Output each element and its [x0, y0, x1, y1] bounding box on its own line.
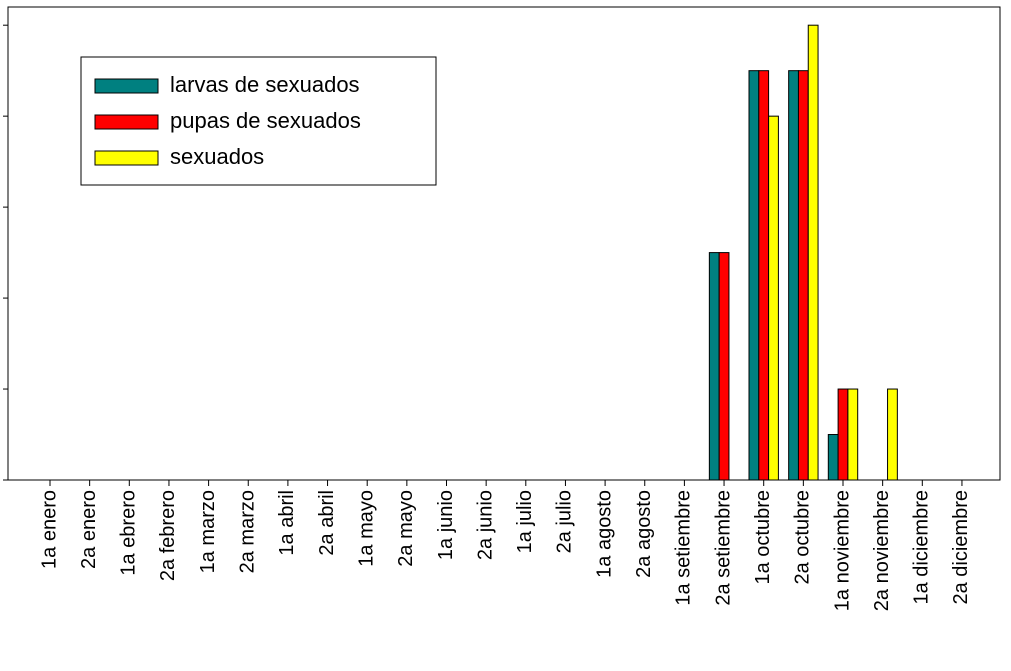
bar: [768, 115, 779, 481]
x-tick-label: 2a enero: [78, 490, 100, 569]
x-tick-label: 1a noviembre: [831, 490, 853, 611]
legend-label: sexuados: [170, 144, 264, 169]
x-tick-label: 2a octubre: [792, 490, 814, 585]
bar: [748, 70, 760, 481]
x-tick-label: 2a marzo: [237, 490, 259, 573]
bar: [718, 252, 730, 481]
legend-swatch: [94, 114, 159, 130]
x-tick-label: 2a febrero: [157, 490, 179, 581]
x-tick-label: 1a abril: [276, 490, 298, 556]
x-tick-label: 1a marzo: [197, 490, 219, 573]
x-tick-label: 1a ebrero: [118, 490, 140, 576]
bar: [887, 388, 898, 481]
plot-frame: [7, 6, 1001, 481]
legend-label: larvas de sexuados: [170, 72, 360, 97]
x-tick-label: 1a mayo: [355, 490, 377, 567]
bar: [827, 434, 839, 481]
bar: [847, 388, 859, 481]
x-tick-label: 2a noviembre: [871, 490, 893, 611]
x-tick-label: 1a setiembre: [673, 490, 695, 606]
x-tick-label: 2a mayo: [395, 490, 417, 567]
x-tick-label: 2a abril: [316, 490, 338, 556]
bar: [788, 70, 799, 481]
x-tick-label: 1a enero: [38, 490, 60, 569]
bar: [708, 252, 720, 481]
bar: [758, 70, 770, 481]
x-tick-label: 2a setiembre: [712, 490, 734, 606]
bar: [837, 388, 849, 481]
x-tick-label: 1a junio: [435, 490, 457, 560]
x-tick-label: 1a octubre: [752, 490, 774, 585]
x-tick-label: 2a junio: [474, 490, 496, 560]
x-tick-label: 1a diciembre: [911, 490, 933, 605]
legend-swatch: [94, 78, 159, 94]
x-tick-label: 2a julio: [554, 490, 576, 553]
bar: [807, 24, 819, 481]
x-tick-label: 1a julio: [514, 490, 536, 553]
x-tick-label: 2a agosto: [633, 490, 655, 578]
legend-label: pupas de sexuados: [170, 108, 361, 133]
bar: [797, 70, 809, 481]
legend-swatch: [94, 150, 159, 166]
x-tick-label: 2a diciembre: [950, 490, 972, 605]
x-tick-label: 1a agosto: [593, 490, 615, 578]
